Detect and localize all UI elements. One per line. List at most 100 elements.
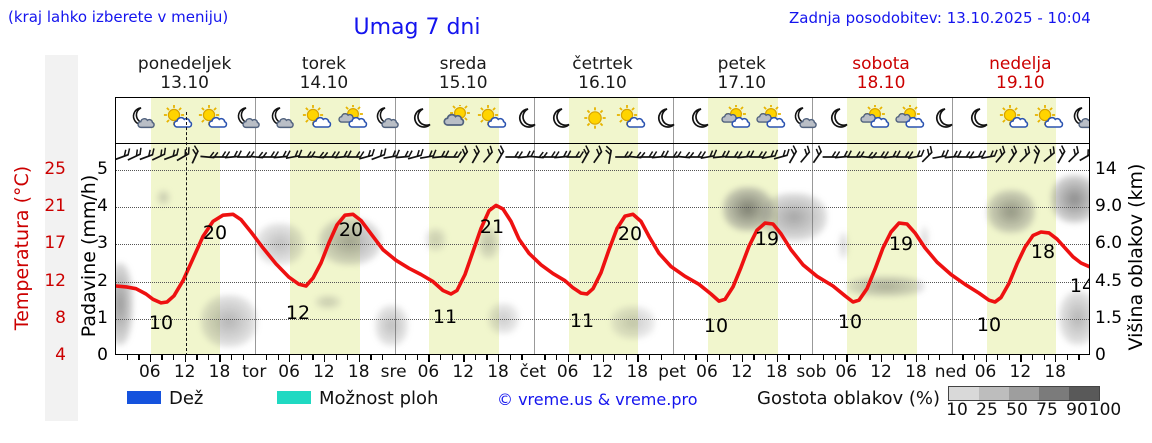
hour-tick [765, 355, 767, 360]
cloudheight-tick-9.0: 9.0 [1095, 196, 1123, 217]
hour-tick [1066, 355, 1069, 360]
wind-barb [261, 151, 280, 158]
hour-tick [579, 355, 581, 360]
day-date: 15.10 [438, 73, 488, 93]
day-name: sobota [852, 54, 910, 74]
cloud-cover-blob [375, 305, 408, 346]
day-name: četrtek [572, 54, 633, 74]
hour-tick [184, 355, 186, 362]
icon-row-divider [116, 143, 1089, 144]
hour-tick [161, 355, 163, 360]
temperature-label-20: 20 [202, 222, 228, 244]
wind-and-temperature-svg [116, 145, 1089, 305]
wind-barb [395, 150, 413, 159]
wind-barb [605, 145, 613, 165]
cloud-density-scale-bar [948, 386, 1100, 401]
hour-label-18: 18 [487, 362, 509, 382]
hour-tick [509, 355, 511, 360]
cloud-cover-blob [425, 228, 446, 251]
hour-tick [207, 355, 210, 360]
hour-label-12: 12 [313, 362, 335, 382]
hour-label-06: 06 [835, 362, 858, 382]
weather-icon-moon [404, 105, 438, 137]
wind-barb [834, 150, 852, 159]
hour-tick [323, 355, 326, 362]
temp-tick-25: 25 [44, 159, 66, 179]
hour-tick [451, 355, 453, 360]
density-scale-segment [1069, 387, 1099, 400]
wind-barb [995, 145, 1006, 163]
hour-tick [498, 355, 500, 362]
temperature-label-18: 18 [1030, 241, 1056, 263]
wind-barb [322, 151, 341, 158]
weather-icon-moon-cloud [125, 105, 159, 137]
day-header-sreda: sreda 15.10 [394, 55, 533, 93]
wind-barb [116, 148, 131, 161]
weather-icon-sun-cloud [996, 104, 1030, 137]
wind-barb [712, 150, 730, 159]
hour-tick [312, 355, 314, 360]
wind-barb [1057, 145, 1066, 164]
cloud-cover-blob [256, 223, 304, 265]
hour-tick [486, 355, 488, 360]
hour-label-18: 18 [626, 362, 649, 382]
temperature-label-10: 10 [837, 311, 863, 333]
hour-tick [474, 355, 477, 360]
cloud-cover-blob [1051, 175, 1089, 223]
hour-tick [788, 355, 790, 360]
hour-tick [857, 355, 860, 360]
weather-icon-sun-cloud [1031, 104, 1065, 137]
hour-tick [637, 355, 639, 362]
temperature-label-10: 10 [148, 312, 174, 334]
hour-tick [799, 355, 802, 360]
wind-barb [127, 147, 142, 161]
density-scale-value: 90 [1066, 400, 1088, 420]
hour-label-06: 06 [696, 362, 718, 382]
current-time-marker [186, 112, 187, 354]
cloud-cover-blob [315, 295, 341, 309]
day-name: sreda [439, 54, 487, 74]
hour-label-18: 18 [347, 362, 370, 382]
hour-tick [138, 355, 140, 360]
hour-tick [1078, 355, 1080, 360]
hour-tick [1008, 355, 1011, 360]
hour-label-18: 18 [1044, 362, 1066, 382]
weather-icon-moon [926, 105, 960, 137]
hour-tick [405, 355, 407, 360]
daytime-band [847, 98, 917, 354]
hour-tick [648, 355, 651, 360]
cloud-cover-blob [478, 227, 499, 259]
wind-barb [383, 149, 400, 160]
day-abbrev-tor: tor [242, 362, 267, 382]
wind-barb [285, 149, 303, 160]
day-abbrev-čet: čet [519, 362, 547, 382]
wind-barb [505, 151, 524, 158]
cloud-cover-blob [1059, 291, 1089, 345]
temp-tick-8: 8 [55, 307, 66, 328]
wind-barb [151, 147, 167, 161]
hour-tick [1043, 355, 1045, 360]
wind-barb [895, 151, 914, 158]
temperature-label-10: 10 [976, 314, 1002, 336]
day-name: torek [301, 54, 346, 74]
hour-tick [521, 355, 523, 360]
last-update: Zadnja posodobitev: 13.10.2025 - 10:04 [789, 9, 1091, 27]
wind-barb [956, 151, 975, 158]
copyright-link[interactable]: © vreme.us & vreme.pro [497, 390, 698, 409]
weather-icon-moon [682, 105, 716, 137]
day-name: nedelja [989, 54, 1052, 74]
wind-barb [812, 145, 823, 164]
weather-icon-moon-cloud [787, 105, 821, 137]
hour-tick [939, 355, 941, 360]
wind-barb [371, 148, 387, 161]
cloud-cover-blob [157, 190, 170, 205]
wind-barb [542, 151, 560, 158]
hour-tick [428, 355, 430, 362]
day-header-nedelja: nedelja 19.10 [951, 55, 1090, 93]
wind-barb [761, 149, 779, 160]
cloudheight-tick-6.0: 6.0 [1095, 233, 1123, 254]
temperature-label-19: 19 [888, 233, 914, 255]
hour-tick [335, 355, 337, 360]
temperature-label-20: 20 [338, 219, 364, 241]
